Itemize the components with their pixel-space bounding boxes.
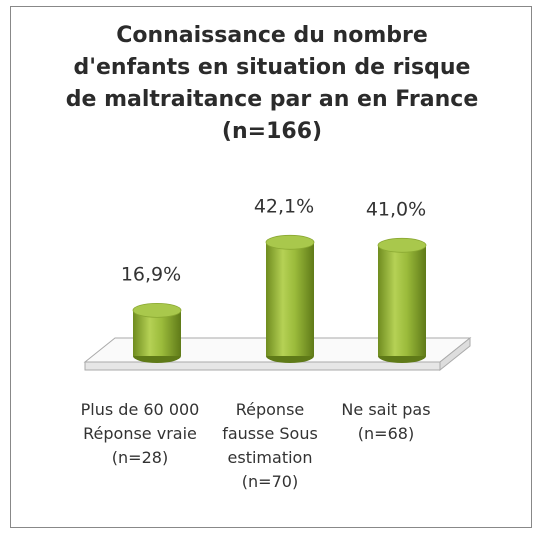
chart-title: Connaissance du nombre d'enfants en situ… <box>65 23 479 144</box>
bar <box>133 310 181 356</box>
x-tick-label: Réponse fausse Sous estimation (n=70) <box>222 400 318 491</box>
bar-top <box>265 234 315 250</box>
bar <box>266 242 314 356</box>
value-label: 42,1% <box>254 195 314 217</box>
value-label: 41,0% <box>366 198 426 220</box>
chart-frame <box>10 6 532 528</box>
bar <box>378 245 426 356</box>
floor-front <box>84 361 441 371</box>
bar-top <box>377 237 427 253</box>
floor-side <box>439 336 471 372</box>
bar-top <box>132 302 182 318</box>
x-tick-label: Plus de 60 000 Réponse vraie (n=28) <box>80 400 200 467</box>
value-label: 16,9% <box>121 263 181 285</box>
x-tick-label: Ne sait pas (n=68) <box>341 400 431 443</box>
